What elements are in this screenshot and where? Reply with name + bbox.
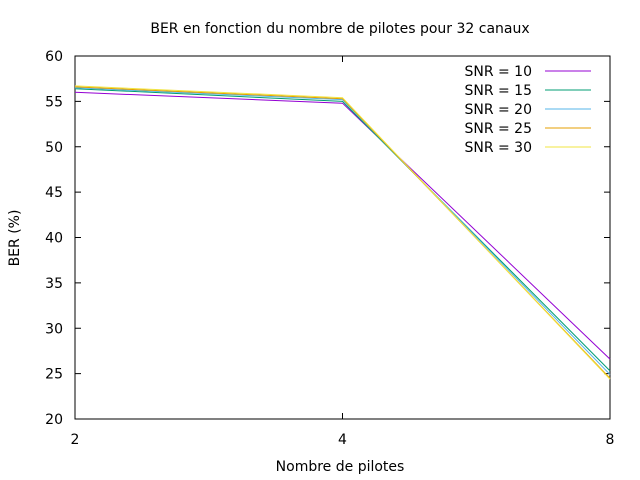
legend: SNR = 10 SNR = 15 SNR = 20 SNR = 25 SNR = 30 bbox=[464, 64, 591, 156]
x-tick-label: 2 bbox=[71, 432, 80, 448]
legend-label: SNR = 15 bbox=[464, 83, 532, 99]
series-line-2 bbox=[74, 88, 611, 372]
y-tick-label: 45 bbox=[45, 185, 63, 201]
y-axis-label: BER (%) bbox=[7, 210, 23, 267]
series-line-3 bbox=[74, 87, 611, 375]
y-tick-label: 55 bbox=[45, 94, 63, 110]
y-tick-label: 35 bbox=[45, 276, 63, 292]
chart-title: BER en fonction du nombre de pilotes pou… bbox=[150, 21, 529, 37]
x-tick-label: 4 bbox=[338, 432, 347, 448]
y-tick-label: 40 bbox=[45, 231, 63, 247]
y-tick-label: 50 bbox=[45, 140, 63, 156]
series-line-5 bbox=[74, 85, 611, 380]
y-tick-label: 20 bbox=[45, 412, 63, 428]
x-tick-label: 8 bbox=[606, 432, 615, 448]
y-tick-label: 30 bbox=[45, 321, 63, 337]
series-line-1 bbox=[74, 91, 611, 360]
y-tick-label: 25 bbox=[45, 367, 63, 383]
y-axis-ticks: 20 25 30 35 40 45 50 55 60 bbox=[45, 49, 610, 428]
x-axis-label: Nombre de pilotes bbox=[276, 459, 405, 475]
legend-label: SNR = 20 bbox=[464, 102, 532, 118]
y-tick-label: 60 bbox=[45, 49, 63, 65]
legend-label: SNR = 10 bbox=[464, 64, 532, 80]
series-lines bbox=[74, 85, 611, 380]
legend-label: SNR = 30 bbox=[464, 140, 532, 156]
x-axis-ticks: 2 4 8 bbox=[71, 56, 615, 448]
legend-label: SNR = 25 bbox=[464, 121, 532, 137]
